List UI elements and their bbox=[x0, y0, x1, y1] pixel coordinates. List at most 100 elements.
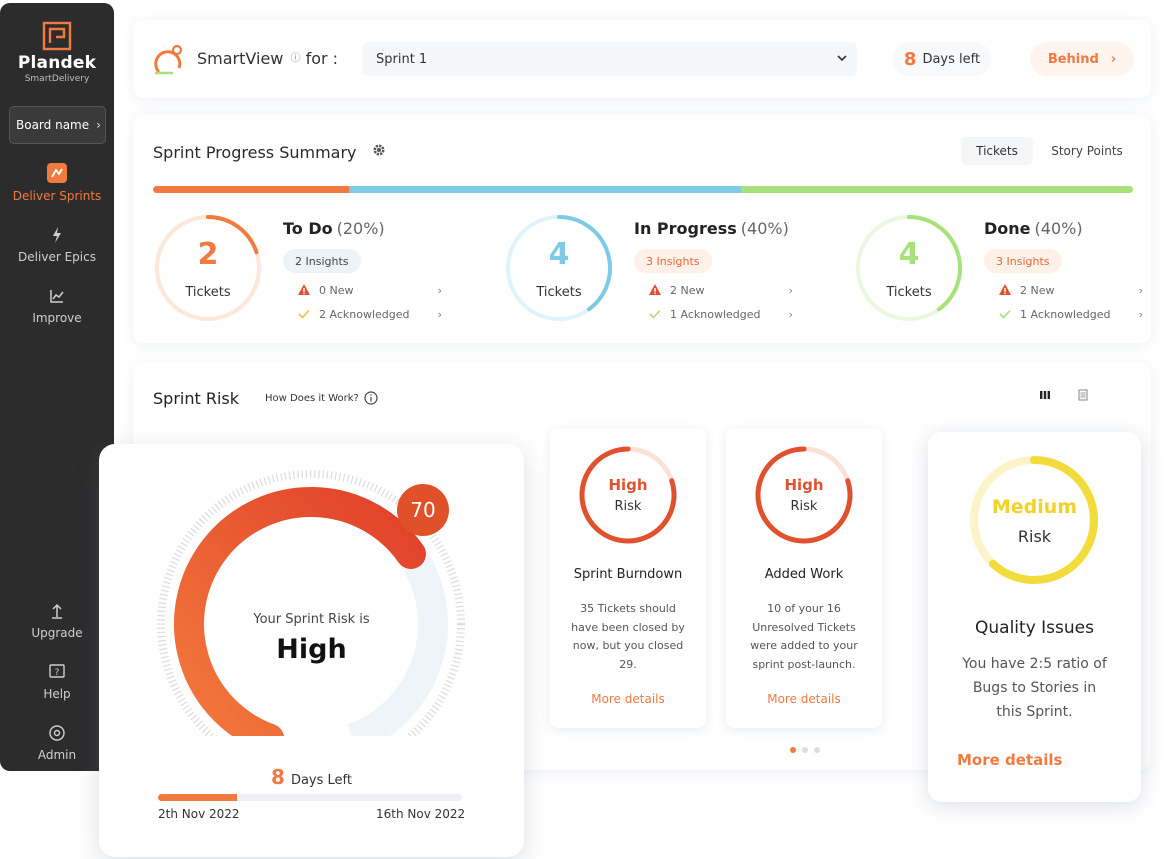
board-name-label: Board name bbox=[16, 118, 90, 132]
sprint-risk-gauge bbox=[99, 470, 524, 744]
insights-badge[interactable]: 2 Insights bbox=[283, 249, 361, 273]
progress-segment-0 bbox=[153, 186, 349, 193]
risk-card-title: Added Work bbox=[764, 567, 844, 582]
days-left-number: 8 bbox=[271, 765, 285, 789]
toggle-story-points[interactable]: Story Points bbox=[1051, 144, 1123, 158]
done-title: Done (40%) bbox=[984, 219, 1083, 238]
status-percent: (40%) bbox=[1034, 219, 1083, 238]
section-title: Sprint Progress Summary bbox=[153, 143, 357, 162]
toggle-tickets[interactable]: Tickets bbox=[961, 137, 1033, 165]
description-line: have been closed by bbox=[571, 620, 685, 634]
sidebar-item-help[interactable]: ? Help bbox=[0, 662, 114, 701]
days-left-label: Days Left bbox=[290, 773, 352, 788]
description-line: Bugs to Stories in bbox=[972, 680, 1097, 696]
sidebar-item-label: Upgrade bbox=[31, 626, 83, 640]
description-line: 29. bbox=[619, 657, 637, 671]
help-icon: ? bbox=[49, 664, 65, 678]
status-title-label: In Progress bbox=[634, 219, 737, 238]
status-todo: 2 Tickets To Do (20%) 2 Insights 0 New › … bbox=[153, 213, 483, 325]
chevron-down-icon bbox=[837, 55, 847, 62]
acknowledged-row[interactable]: 1 Acknowledged › bbox=[998, 307, 1143, 321]
risk-card-sprint-burndown[interactable]: High Risk Sprint Burndown 35 Tickets sho… bbox=[550, 428, 706, 728]
sprint-status-button[interactable]: Behind › bbox=[1030, 42, 1134, 76]
risk-ring-arc bbox=[579, 446, 677, 544]
chart-icon bbox=[50, 290, 64, 303]
todo-count: 2 bbox=[197, 237, 219, 272]
sidebar-item-label: Help bbox=[43, 687, 71, 701]
gear-icon[interactable] bbox=[371, 142, 387, 158]
risk-label: Risk bbox=[614, 499, 642, 514]
sidebar-item-label: Improve bbox=[32, 311, 82, 325]
risk-level: High bbox=[608, 476, 648, 494]
more-details-link[interactable]: More details bbox=[957, 751, 1063, 769]
chevron-right-icon: › bbox=[788, 283, 793, 297]
status-percent: (20%) bbox=[336, 219, 385, 238]
how-it-works-label: How Does it Work? bbox=[265, 392, 359, 404]
description-line: 35 Tickets should bbox=[580, 602, 676, 615]
check-icon bbox=[298, 309, 310, 319]
chevron-right-icon: › bbox=[1138, 307, 1143, 321]
in-progress-unit: Tickets bbox=[536, 285, 582, 300]
new-insights-row[interactable]: 0 New › bbox=[297, 283, 442, 297]
carousel-dot[interactable] bbox=[814, 747, 820, 753]
gauge-tick-ring bbox=[157, 470, 465, 744]
sprint-timeline-bar bbox=[158, 794, 462, 801]
chevron-right-icon: › bbox=[788, 307, 793, 321]
sidebar-item-label: Admin bbox=[37, 748, 77, 762]
risk-card-quality-issues[interactable]: Medium Risk Quality Issues You have 2:5 … bbox=[928, 432, 1141, 802]
columns-view-icon[interactable] bbox=[1038, 388, 1052, 402]
plandek-logo-icon bbox=[42, 21, 72, 51]
sprint-risk-gauge-card: 70 Your Sprint Risk is High 8 Days Left 2… bbox=[99, 444, 524, 857]
board-name-button[interactable]: Board name › bbox=[9, 106, 106, 144]
ring-progress-arc bbox=[557, 215, 612, 312]
more-details-link[interactable]: More details bbox=[591, 692, 665, 706]
status-in-progress: 4 Tickets In Progress (40%) 3 Insights 2 … bbox=[504, 213, 834, 325]
risk-card-added-work[interactable]: High Risk Added Work 10 of your 16 Unres… bbox=[726, 428, 882, 728]
section-title: Sprint Risk bbox=[153, 389, 239, 408]
new-insights-row[interactable]: 2 New › bbox=[648, 283, 793, 297]
sidebar-item-admin[interactable]: Admin bbox=[0, 723, 114, 762]
in-progress-count: 4 bbox=[548, 237, 570, 272]
risk-card-description: You have 2:5 ratio of Bugs to Stories in… bbox=[948, 652, 1121, 724]
logo-subtitle: SmartDelivery bbox=[24, 74, 90, 84]
insights-badge[interactable]: 3 Insights bbox=[984, 249, 1062, 273]
info-icon[interactable]: ⓘ bbox=[290, 53, 301, 64]
ring-progress-arc bbox=[907, 215, 962, 312]
how-it-works-link[interactable]: How Does it Work? bbox=[265, 391, 378, 405]
logo-name: Plandek bbox=[17, 53, 97, 73]
sprint-start-date: 2th Nov 2022 bbox=[158, 807, 240, 821]
chevron-right-icon: › bbox=[1138, 283, 1143, 297]
admin-icon bbox=[49, 725, 65, 741]
sprint-progress-summary: Sprint Progress Summary Tickets Story Po… bbox=[133, 115, 1151, 343]
sprint-timeline-fill bbox=[158, 794, 238, 801]
risk-card-description: 35 Tickets should have been closed by no… bbox=[568, 600, 688, 674]
view-toggle bbox=[1038, 388, 1090, 402]
sidebar-item-improve[interactable]: Improve bbox=[0, 286, 114, 325]
list-view-icon[interactable] bbox=[1076, 388, 1090, 402]
insights-badge[interactable]: 3 Insights bbox=[634, 249, 712, 273]
sprint-select[interactable]: Sprint 1 bbox=[363, 42, 857, 76]
sidebar-item-upgrade[interactable]: Upgrade bbox=[0, 601, 114, 640]
gauge-value-arc bbox=[174, 487, 426, 744]
for-label: for : bbox=[305, 49, 339, 68]
smartview-label: SmartView bbox=[197, 49, 284, 68]
plandek-logo[interactable]: Plandek SmartDelivery bbox=[0, 21, 114, 84]
todo-unit: Tickets bbox=[185, 285, 231, 300]
risk-level: High bbox=[784, 476, 824, 494]
sprint-progress-bar bbox=[153, 186, 1133, 193]
gauge-bottom-mask bbox=[99, 736, 524, 744]
new-insights-label: 2 New bbox=[1020, 283, 1055, 297]
chevron-right-icon: › bbox=[437, 283, 442, 297]
new-insights-label: 2 New bbox=[670, 283, 705, 297]
carousel-dot[interactable] bbox=[802, 747, 808, 753]
header-bar: SmartView ⓘ for : Sprint 1 8 Days left B… bbox=[133, 20, 1151, 98]
more-details-link[interactable]: More details bbox=[767, 692, 841, 706]
sprint-icon bbox=[47, 163, 67, 183]
new-insights-row[interactable]: 2 New › bbox=[998, 283, 1143, 297]
sidebar-item-deliver-epics[interactable]: Deliver Epics bbox=[0, 225, 114, 264]
sidebar-item-deliver-sprints[interactable]: Deliver Sprints bbox=[0, 163, 114, 203]
carousel-dot[interactable] bbox=[790, 747, 796, 753]
acknowledged-row[interactable]: 2 Acknowledged › bbox=[297, 307, 442, 321]
acknowledged-row[interactable]: 1 Acknowledged › bbox=[648, 307, 793, 321]
chevron-right-icon: › bbox=[96, 118, 101, 132]
